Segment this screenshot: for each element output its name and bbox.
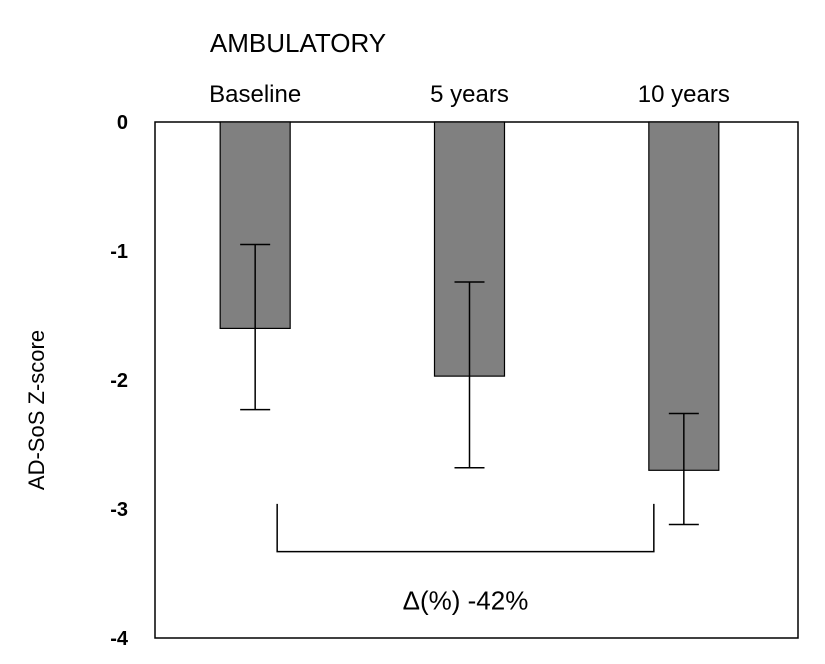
y-tick-label: 0 bbox=[117, 112, 128, 134]
y-tick-label: -2 bbox=[110, 370, 128, 392]
comparison-bracket bbox=[276, 503, 655, 553]
y-axis-label: AD-SoS Z-score bbox=[24, 330, 49, 490]
category-label: 10 years bbox=[638, 81, 730, 108]
bars-group bbox=[219, 121, 720, 471]
category-label: 5 years bbox=[430, 81, 509, 108]
delta-annotation: Δ(%) -42% bbox=[403, 586, 529, 616]
y-tick-label: -3 bbox=[110, 499, 128, 521]
category-labels-group: Baseline 5 years 10 years bbox=[209, 81, 730, 108]
bar bbox=[648, 121, 720, 471]
category-label: Baseline bbox=[209, 81, 301, 108]
y-tick-labels-group: 0 -1 -2 -3 -4 bbox=[110, 112, 129, 650]
y-tick-label: -4 bbox=[110, 628, 129, 650]
y-tick-label: -1 bbox=[110, 241, 128, 263]
error-bars-group bbox=[240, 243, 699, 526]
chart-title: AMBULATORY bbox=[210, 28, 386, 58]
